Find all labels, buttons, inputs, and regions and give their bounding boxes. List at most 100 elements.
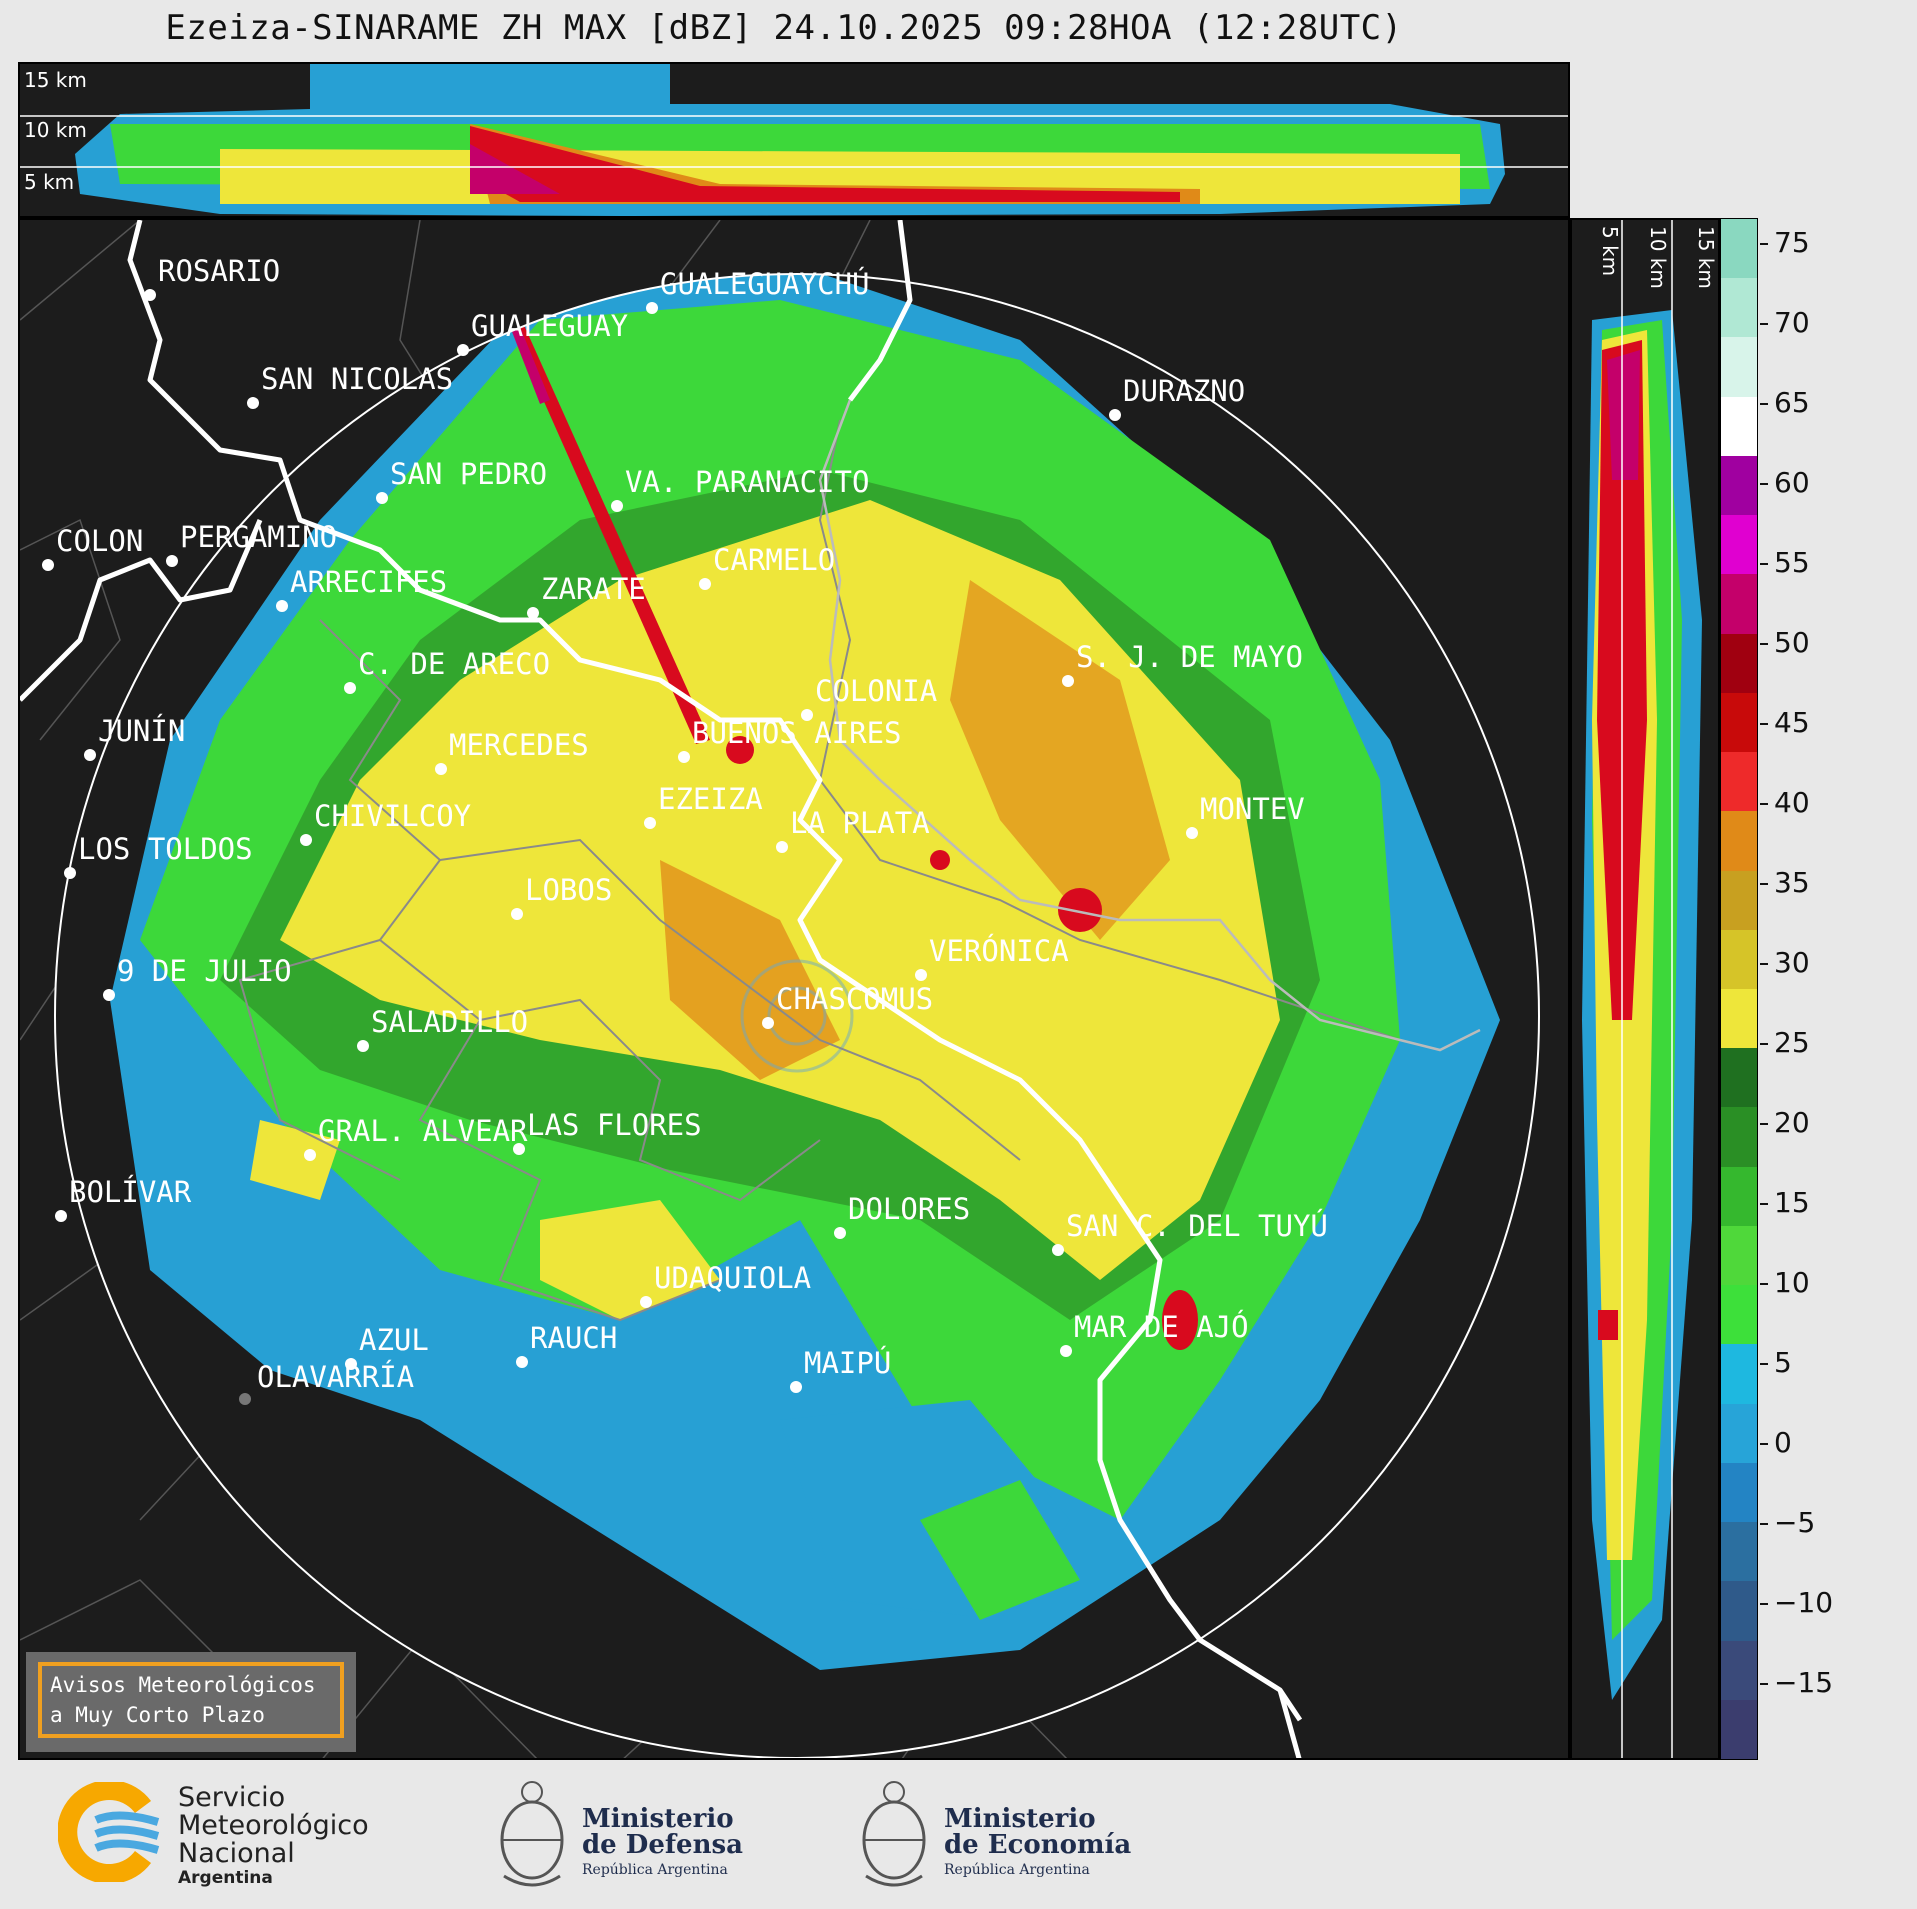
- city-label-olavarria: OLAVARRÍA: [257, 1360, 414, 1394]
- city-layer: ROSARIO GUALEGUAYCHÚ GUALEGUAY SAN NICOLAS D…: [42, 254, 1328, 1405]
- city-marker-colonia: [801, 709, 813, 721]
- city-label-san-pedro: SAN PEDRO: [390, 457, 547, 491]
- side-cross-section-panel: 5 km 10 km 15 km: [1570, 218, 1720, 1760]
- city-marker-san-pedro: [376, 492, 388, 504]
- city-marker-gualeguay: [457, 344, 469, 356]
- coastline: [20, 220, 1303, 1758]
- city-marker-dolores: [834, 1227, 846, 1239]
- colorbar-tick-label: 55: [1760, 546, 1810, 579]
- colorbar-segment: [1721, 1640, 1757, 1701]
- city-label-los-toldos: LOS TOLDOS: [78, 832, 253, 866]
- colorbar-tick-label: 35: [1760, 866, 1810, 899]
- colorbar-tick-label: 25: [1760, 1026, 1810, 1059]
- city-label-san-c-del-tuyu: SAN C. DEL TUYÚ: [1066, 1209, 1328, 1243]
- colorbar-tick-label: −15: [1760, 1666, 1833, 1699]
- colorbar-tick-label: 20: [1760, 1106, 1810, 1139]
- city-marker-junin: [84, 749, 96, 761]
- colorbar-segment: [1721, 219, 1757, 279]
- city-label-s-j-de-mayo: S. J. DE MAYO: [1076, 640, 1303, 674]
- smn-line1: Servicio: [178, 1782, 286, 1813]
- colorbar-segment: [1721, 692, 1757, 753]
- city-label-gualeguay: GUALEGUAY: [471, 309, 628, 343]
- radar-map: ROSARIO GUALEGUAYCHÚ GUALEGUAY SAN NICOLAS D…: [20, 220, 1540, 1758]
- notice-panel[interactable]: Avisos Meteorológicos a Muy Corto Plazo: [26, 1652, 356, 1752]
- colorbar-segment: [1721, 929, 1757, 990]
- colorbar-segment: [1721, 515, 1757, 575]
- colorbar-segment: [1721, 1166, 1757, 1227]
- city-marker-arrecifes: [276, 600, 288, 612]
- height-label-15km-v: 15 km: [1694, 226, 1718, 289]
- colorbar-tick-label: 65: [1760, 386, 1810, 419]
- colorbar-segment: [1721, 1699, 1757, 1760]
- city-label-zarate: ZARATE: [541, 572, 646, 606]
- city-marker-montev: [1186, 827, 1198, 839]
- economia-line3: República Argentina: [944, 1862, 1090, 1878]
- city-label-gral-alvear: GRAL. ALVEAR: [318, 1114, 528, 1148]
- colorbar-segment: [1721, 337, 1757, 398]
- department-borders: [238, 419, 1401, 1322]
- city-marker-las-flores: [513, 1143, 525, 1155]
- city-label-arrecifes: ARRECIFES: [290, 565, 447, 599]
- notice-box[interactable]: Avisos Meteorológicos a Muy Corto Plazo: [38, 1662, 344, 1738]
- colorbar-segment: [1721, 1462, 1757, 1523]
- colorbar-segment: [1721, 870, 1757, 931]
- colorbar-segment: [1721, 455, 1757, 516]
- colorbar-segment: [1721, 1285, 1757, 1345]
- city-marker-gualeguaychu: [646, 302, 658, 314]
- city-label-va-paranacito: VA. PARANACITO: [625, 465, 869, 499]
- colorbar-segment: [1721, 633, 1757, 694]
- height-label-15km: 15 km: [24, 68, 87, 92]
- city-marker-veronica: [915, 969, 927, 981]
- city-label-junin: JUNÍN: [98, 714, 185, 748]
- colorbar-segment: [1721, 574, 1757, 635]
- colorbar-tick-label: 50: [1760, 626, 1810, 659]
- smn-line3: Nacional: [178, 1838, 295, 1869]
- city-marker-mercedes: [435, 763, 447, 775]
- defensa-line1: Ministerio: [582, 1804, 734, 1834]
- city-marker-la-plata: [776, 841, 788, 853]
- city-marker-mar-de-ajo: [1060, 1345, 1072, 1357]
- notice-line1: Avisos Meteorológicos: [50, 1673, 316, 1697]
- city-marker-colon: [42, 559, 54, 571]
- city-label-ezeiza: EZEIZA: [658, 782, 763, 816]
- city-marker-gral-alvear: [304, 1149, 316, 1161]
- notice-line2: a Muy Corto Plazo: [50, 1703, 265, 1727]
- city-marker-olavarria: [239, 1393, 251, 1405]
- city-label-durazno: DURAZNO: [1123, 374, 1245, 408]
- colorbar-tick-label: 40: [1760, 786, 1810, 819]
- colorbar-segment: [1721, 1107, 1757, 1168]
- top-cross-section-panel: 15 km 10 km 5 km: [18, 62, 1570, 218]
- city-label-bolivar: BOLÍVAR: [69, 1175, 192, 1209]
- smn-line4: Argentina: [178, 1868, 273, 1888]
- colorbar-tick-label: 30: [1760, 946, 1810, 979]
- city-label-buenos-aires: BUENOS AIRES: [692, 716, 902, 750]
- city-label-rauch: RAUCH: [530, 1321, 617, 1355]
- colorbar-tick-label: 60: [1760, 466, 1810, 499]
- uruguay-coast: [818, 399, 1481, 1052]
- radar-echoes: [55, 274, 1539, 1758]
- colorbar-segment: [1721, 811, 1757, 872]
- city-label-san-nicolas: SAN NICOLAS: [261, 362, 453, 396]
- colorbar-tick-label: 10: [1760, 1266, 1810, 1299]
- city-marker-va-paranacito: [611, 500, 623, 512]
- city-marker-udaquiola: [640, 1296, 652, 1308]
- colorbar-tick-label: 5: [1760, 1346, 1792, 1379]
- city-label-pergamino: PERGAMINO: [180, 520, 337, 554]
- colorbar-segment: [1721, 989, 1757, 1049]
- colorbar-segment: [1721, 752, 1757, 812]
- smn-logo-icon: [58, 1782, 160, 1882]
- radar-map-panel: ROSARIO GUALEGUAYCHÚ GUALEGUAY SAN NICOLAS D…: [18, 218, 1570, 1760]
- city-marker-rosario: [144, 289, 156, 301]
- city-label-azul: AZUL: [359, 1323, 429, 1357]
- city-marker-san-nicolas: [247, 397, 259, 409]
- colorbar-tick-label: 0: [1760, 1426, 1792, 1459]
- city-label-gualeguaychu: GUALEGUAYCHÚ: [660, 267, 870, 301]
- argentina-coat-of-arms-icon: [862, 1781, 926, 1887]
- defensa-line2: de Defensa: [582, 1830, 743, 1860]
- city-marker-san-c-del-tuyu: [1052, 1244, 1064, 1256]
- city-marker-carmelo: [699, 578, 711, 590]
- city-marker-bolivar: [55, 1210, 67, 1222]
- city-label-maipu: MAIPÚ: [804, 1346, 891, 1380]
- city-marker-maipu: [790, 1381, 802, 1393]
- colorbar: [1720, 218, 1758, 1760]
